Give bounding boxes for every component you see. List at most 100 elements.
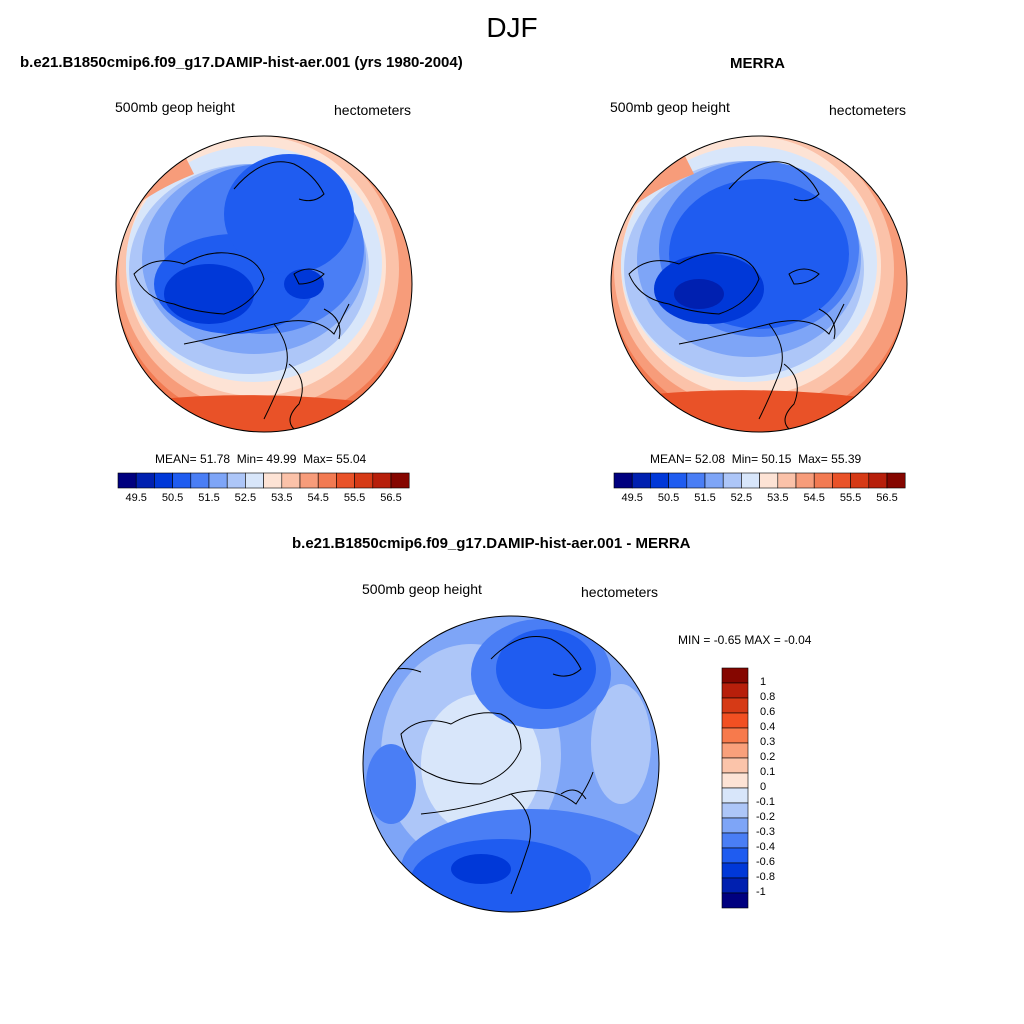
left-max-value: 55.04 — [336, 452, 367, 466]
left-colorbar-tick-label: 52.5 — [234, 492, 257, 504]
diff-colorbar-box — [721, 802, 749, 819]
right-mean-label: MEAN= — [650, 452, 692, 466]
right-colorbar-box — [832, 472, 851, 489]
diff-colorbar-tick-label: 1 — [760, 676, 767, 688]
diff-colorbar-box — [721, 847, 749, 864]
left-colorbar-box — [372, 472, 392, 489]
diff-min-label: MIN = — [678, 633, 711, 647]
left-colorbar-tick-label: 55.5 — [343, 492, 366, 504]
left-colorbar-box — [263, 472, 283, 489]
left-colorbar-box — [299, 472, 319, 489]
right-colorbar-box — [850, 472, 870, 489]
diff-colorbar-box — [721, 862, 749, 879]
left-mean-label: MEAN= — [155, 452, 197, 466]
left-colorbar-box — [172, 472, 192, 489]
right-min-label: Min= — [731, 452, 759, 466]
left-min-label: Min= — [236, 452, 264, 466]
left-polar-map — [115, 135, 413, 433]
right-stats: MEAN= 52.08 Min= 50.15 Max= 55.39 — [650, 452, 861, 466]
diff-units-label: hectometers — [581, 584, 659, 600]
left-panel-title: b.e21.B1850cmip6.f09_g17.DAMIP-hist-aer.… — [20, 54, 463, 71]
left-colorbar-box — [245, 472, 264, 489]
right-colorbar-box — [741, 472, 760, 489]
right-units-label: hectometers — [829, 102, 907, 118]
left-colorbar-box — [208, 472, 228, 489]
left-colorbar-box — [336, 472, 355, 489]
diff-colorbar-tick-label: -0.3 — [756, 826, 775, 838]
diff-panel-title: b.e21.B1850cmip6.f09_g17.DAMIP-hist-aer.… — [292, 535, 691, 552]
diff-colorbar-box — [721, 787, 749, 804]
diff-colorbar-tick-label: -1 — [756, 886, 766, 898]
right-mean-value: 52.08 — [695, 452, 726, 466]
right-colorbar-box — [777, 472, 797, 489]
diff-colorbar-tick-label: 0.8 — [760, 691, 776, 703]
diff-variable-label: 500mb geop height — [362, 581, 482, 597]
diff-colorbar-box — [721, 832, 749, 849]
diff-colorbar-box — [721, 667, 749, 684]
right-colorbar-tick-label: 50.5 — [657, 492, 680, 504]
left-colorbar-box — [226, 472, 246, 489]
diff-colorbar-box — [721, 742, 749, 759]
diff-colorbar-tick-label: 0 — [760, 781, 767, 793]
left-colorbar-tick-label: 51.5 — [198, 492, 220, 504]
left-colorbar-box — [317, 472, 337, 489]
right-colorbar-tick-label: 56.5 — [876, 492, 898, 504]
left-colorbar-box — [154, 472, 173, 489]
right-max-label: Max= — [798, 452, 828, 466]
right-panel-title: MERRA — [730, 55, 785, 72]
left-colorbar-tick-label: 49.5 — [125, 492, 147, 504]
diff-colorbar-tick-label: -0.4 — [756, 841, 775, 853]
diff-colorbar-box — [721, 697, 749, 714]
left-colorbar-tick-label: 56.5 — [380, 492, 402, 504]
right-colorbar-box — [668, 472, 688, 489]
diff-colorbar-tick-label: 0.2 — [760, 751, 776, 763]
diff-colorbar-tick-label: 0.6 — [760, 706, 776, 718]
left-colorbar-box — [135, 472, 155, 489]
left-colorbar: 49.5 50.5 51.5 52.5 53.5 54.5 55.5 56.5 — [117, 472, 410, 507]
left-colorbar-box — [190, 472, 210, 489]
right-min-value: 50.15 — [761, 452, 792, 466]
right-max-value: 55.39 — [831, 452, 862, 466]
left-colorbar-box — [281, 472, 301, 489]
diff-colorbar-box — [721, 877, 749, 894]
diff-colorbar-tick-label: 0.3 — [760, 736, 776, 748]
left-variable-label: 500mb geop height — [115, 99, 235, 115]
right-colorbar-box — [704, 472, 724, 489]
right-colorbar-box — [813, 472, 833, 489]
right-colorbar-box — [686, 472, 706, 489]
left-colorbar-box — [117, 472, 137, 489]
diff-colorbar-box — [721, 892, 749, 909]
right-colorbar-box — [868, 472, 888, 489]
diff-colorbar-tick-label: -0.6 — [756, 856, 775, 868]
right-colorbar: 49.5 50.5 51.5 52.5 53.5 54.5 55.5 56.5 — [613, 472, 906, 507]
diff-colorbar-tick-label: 0.1 — [760, 766, 776, 778]
right-colorbar-tick-label: 55.5 — [839, 492, 862, 504]
right-colorbar-box — [759, 472, 779, 489]
right-variable-label: 500mb geop height — [610, 99, 730, 115]
left-max-label: Max= — [303, 452, 333, 466]
diff-colorbar-box — [721, 757, 749, 774]
right-colorbar-box — [650, 472, 669, 489]
left-mean-value: 51.78 — [200, 452, 231, 466]
right-colorbar-tick-label: 54.5 — [803, 492, 825, 504]
diff-colorbar-box — [721, 712, 749, 729]
diff-colorbar-box — [721, 682, 749, 699]
diff-colorbar-box — [721, 817, 749, 834]
right-colorbar-box — [631, 472, 651, 489]
diff-max-value: -0.04 — [784, 633, 812, 647]
diff-polar-map — [362, 615, 660, 913]
right-colorbar-tick-label: 53.5 — [767, 492, 789, 504]
diff-max-label: MAX = — [744, 633, 781, 647]
diff-colorbar-tick-label: 0.4 — [760, 721, 776, 733]
right-colorbar-tick-label: 51.5 — [694, 492, 716, 504]
diff-colorbar: 1 0.8 0.6 0.4 0.3 0.2 0.1 0 -0.1 -0.2 -0.3 -0.4 -0.6… — [721, 667, 802, 909]
diff-colorbar-box — [721, 772, 749, 789]
left-stats: MEAN= 51.78 Min= 49.99 Max= 55.04 — [155, 452, 366, 466]
diff-colorbar-tick-label: -0.2 — [756, 811, 775, 823]
right-colorbar-box — [795, 472, 815, 489]
diff-colorbar-tick-label: -0.8 — [756, 871, 775, 883]
diff-colorbar-tick-label: -0.1 — [756, 796, 775, 808]
left-colorbar-tick-label: 53.5 — [271, 492, 293, 504]
left-colorbar-tick-label: 50.5 — [161, 492, 184, 504]
right-colorbar-box — [722, 472, 742, 489]
